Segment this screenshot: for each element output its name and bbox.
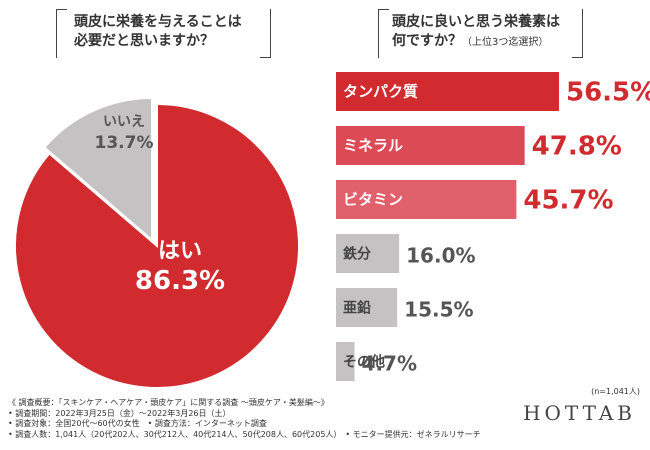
bar-value-label: 4.7%	[362, 352, 417, 376]
pie-slice-value: 86.3%	[135, 266, 225, 296]
bar-category-label: ビタミン	[343, 191, 403, 209]
bar-category-label: 鉄分	[343, 246, 371, 263]
bar	[336, 180, 517, 219]
bar-value-label: 45.7%	[523, 186, 613, 216]
bar-category-label: ミネラル	[343, 137, 403, 155]
sample-size-note: (n=1,041人)	[591, 387, 640, 396]
bar	[336, 126, 525, 165]
left-question-bracket-right	[260, 9, 271, 58]
pie-slice	[14, 102, 300, 389]
right-question-bracket-right	[572, 9, 583, 58]
pie-slice	[42, 96, 153, 243]
bar-value-label: 15.5%	[404, 298, 473, 322]
pie-slice-value: 13.7%	[95, 133, 154, 153]
bar-value-label: 56.5%	[566, 78, 650, 108]
right-question-line1: 頭皮に良いと思う栄養素は	[392, 14, 560, 30]
survey-notes: 《 調査概要：「スキンケア・ヘアケア・頭皮ケア」に関する調査 ～頭皮ケア・美髪編…	[8, 398, 528, 440]
bar	[336, 234, 400, 273]
left-question: 頭皮に栄養を与えることは 必要だと思いますか？	[74, 13, 242, 51]
right-question-line2: 何ですか？	[392, 33, 462, 49]
right-question: 頭皮に良いと思う栄養素は 何ですか？（上位3つ迄選択）	[392, 13, 560, 52]
bar-category-label: その他	[343, 354, 385, 371]
left-question-line2: 必要だと思いますか？	[74, 33, 214, 49]
right-question-line2-wrap: 何ですか？（上位3つ迄選択）	[392, 32, 560, 52]
left-question-line1: 頭皮に栄養を与えることは	[74, 14, 242, 30]
left-question-bracket-left	[56, 9, 67, 58]
pie-slice-label: はい	[158, 239, 202, 264]
bar-category-label: 亜鉛	[343, 300, 371, 317]
bar	[336, 72, 559, 111]
bar-category-label: タンパク質	[343, 83, 418, 101]
survey-note-line: 《 調査概要：「スキンケア・ヘアケア・頭皮ケア」に関する調査 ～頭皮ケア・美髪編…	[8, 398, 329, 407]
survey-note-line: • 調査対象：全国20代～60代の女性 • 調査方法：インターネット調査	[8, 419, 267, 428]
survey-note-line: • 調査人数：1,041人（20代202人、30代212人、40代214人、50…	[8, 429, 481, 439]
survey-note-line: • 調査期間：2022年3月25日（金）～2022年3月26日（土）	[8, 408, 231, 418]
bar	[336, 342, 355, 381]
pie-slice-label: いいえ	[103, 114, 145, 130]
right-question-note: （上位3つ迄選択）	[462, 37, 549, 48]
hottab-logo: HOTTAB	[523, 401, 636, 425]
bar-value-label: 47.8%	[532, 132, 622, 162]
bar-value-label: 16.0%	[406, 244, 475, 268]
right-question-bracket-left	[378, 9, 389, 58]
bar	[336, 288, 398, 327]
